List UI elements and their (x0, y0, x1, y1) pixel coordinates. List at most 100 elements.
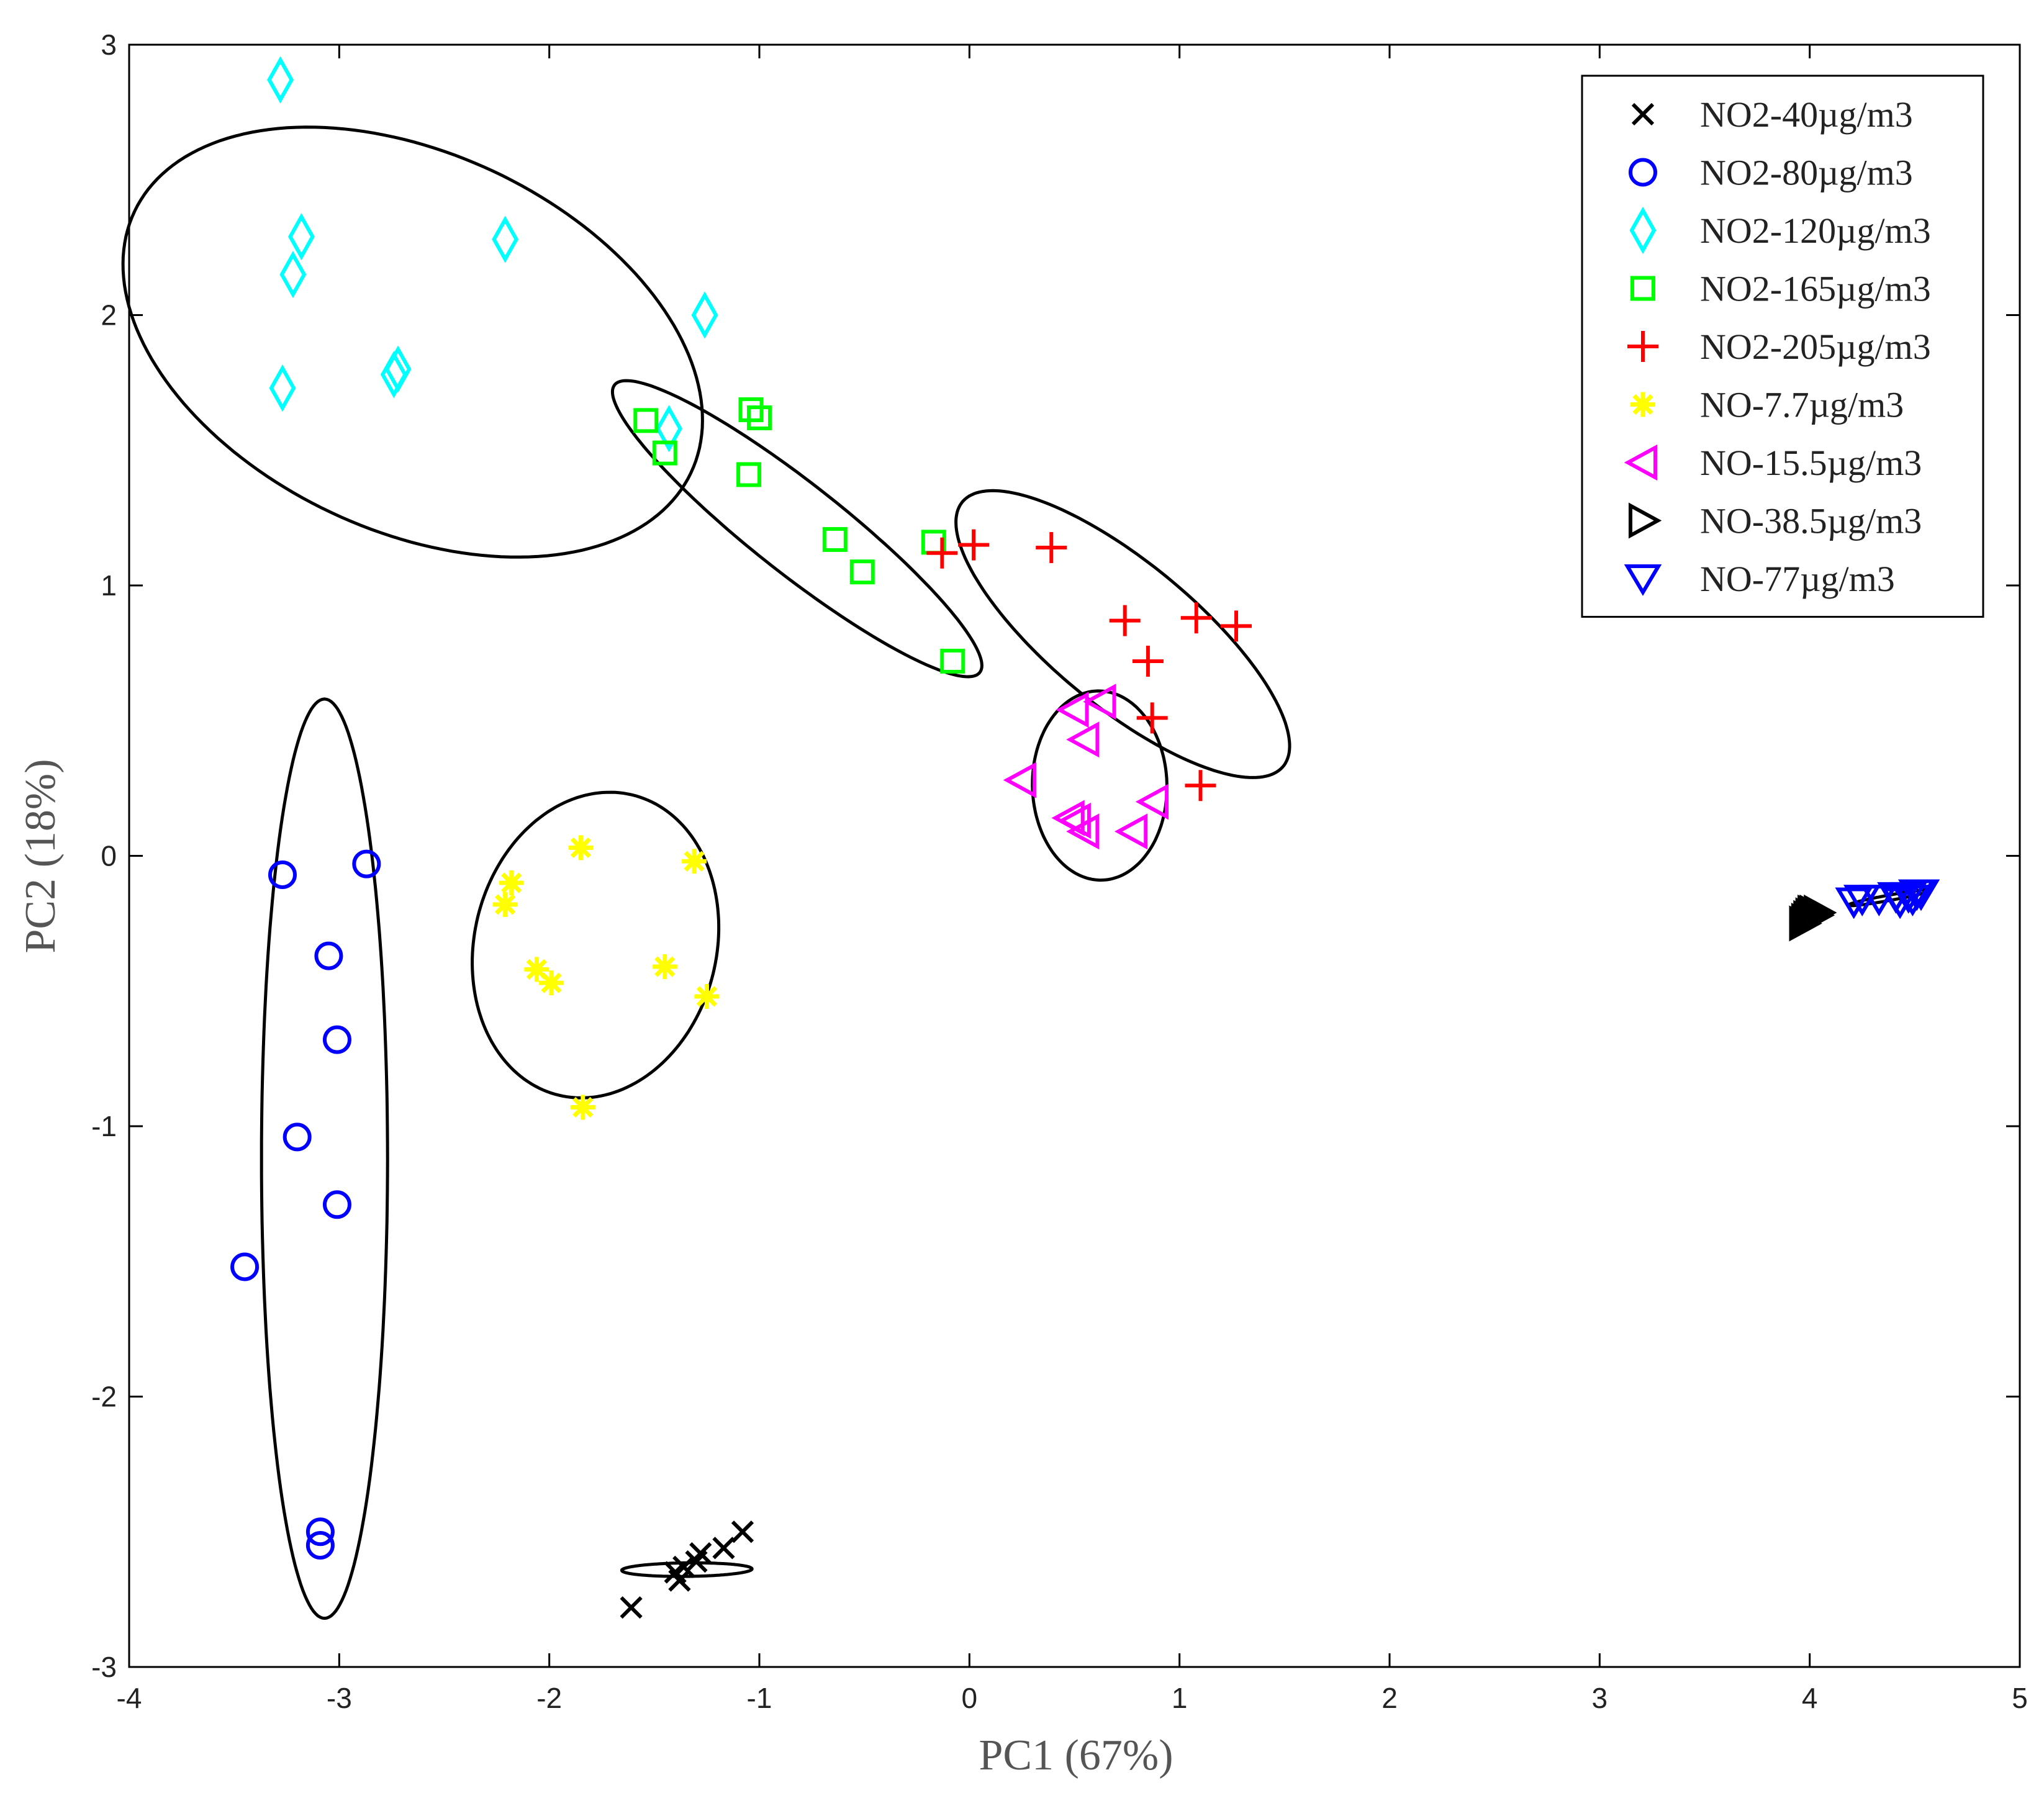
data-point (1114, 813, 1148, 850)
x-tick-label: 2 (1382, 1682, 1398, 1714)
data-point (633, 408, 659, 433)
data-point (926, 537, 958, 569)
y-axis-title: PC2 (18%) (17, 759, 65, 953)
data-point (712, 1537, 735, 1560)
data-point (287, 213, 315, 261)
data-point (1066, 721, 1100, 758)
data-point (736, 462, 762, 487)
y-tick-label: 2 (101, 299, 117, 332)
legend-label: NO2-80µg/m3 (1700, 153, 1913, 193)
data-point (305, 1531, 335, 1560)
x-tick-label: 5 (2012, 1682, 2028, 1714)
data-point (279, 251, 307, 299)
data-point (568, 835, 594, 860)
data-point (1221, 610, 1252, 642)
data-point (352, 849, 381, 878)
data-point (849, 559, 875, 585)
series-4 (926, 529, 1252, 802)
legend-marker (1629, 158, 1657, 187)
series-7 (1789, 894, 1837, 942)
data-point (1056, 692, 1089, 728)
data-point (656, 405, 682, 453)
data-point (1180, 602, 1212, 634)
data-point (1132, 645, 1164, 677)
x-tick-label: -3 (327, 1682, 352, 1714)
data-point (230, 1252, 260, 1281)
data-point (940, 648, 965, 674)
data-point (570, 1095, 595, 1120)
cluster-ellipse-0 (620, 1561, 754, 1578)
data-point (738, 397, 764, 422)
x-tick-label: 3 (1592, 1682, 1608, 1714)
legend-label: NO-38.5µg/m3 (1700, 501, 1922, 541)
data-point (322, 1190, 351, 1219)
cluster-ellipse-2 (121, 125, 704, 559)
data-point (314, 941, 343, 970)
legend: NO2-40µg/m3 NO2-80µg/m3 NO2-120µg/m3 NO2-16… (1581, 75, 1984, 618)
y-tick-label: 0 (101, 840, 117, 872)
legend-label: NO-15.5µg/m3 (1700, 443, 1922, 483)
data-point (822, 526, 848, 552)
data-point (652, 954, 677, 980)
x-tick-label: -2 (536, 1682, 562, 1714)
data-point (1136, 702, 1168, 734)
cluster-ellipse-1 (260, 697, 389, 1620)
data-point (682, 849, 707, 874)
data-point (668, 1569, 691, 1592)
legend-label: NO2-205µg/m3 (1700, 327, 1931, 367)
series-6 (1003, 684, 1169, 850)
data-point (305, 1517, 335, 1547)
legend-marker (1630, 276, 1655, 301)
data-point (691, 291, 718, 339)
data-point (1804, 894, 1837, 931)
y-tick-label: -3 (91, 1651, 117, 1683)
y-tick-label: 1 (101, 569, 117, 602)
data-point (620, 1596, 643, 1619)
series-1 (230, 849, 381, 1560)
data-point (1185, 770, 1216, 802)
legend-label: NO-77µg/m3 (1700, 559, 1895, 599)
data-point (1036, 532, 1067, 564)
data-point (384, 345, 412, 393)
data-point (1066, 813, 1100, 850)
data-point (268, 860, 297, 889)
data-point (1902, 879, 1940, 911)
data-point (731, 1520, 754, 1543)
data-point (1135, 784, 1169, 820)
legend-label: NO2-40µg/m3 (1700, 94, 1913, 135)
data-point (322, 1025, 351, 1054)
data-point (1003, 762, 1036, 798)
cluster-ellipse-3 (610, 379, 984, 679)
data-point (747, 405, 772, 430)
data-point (694, 983, 720, 1009)
x-tick-label: 1 (1172, 1682, 1188, 1714)
y-tick-label: -1 (91, 1110, 117, 1142)
legend-marker (1631, 102, 1655, 126)
data-point (1083, 684, 1116, 720)
legend-marker (1630, 392, 1655, 417)
data-point (672, 1555, 695, 1578)
data-point (499, 870, 524, 896)
x-tick-label: 0 (962, 1682, 978, 1714)
series-8 (1835, 879, 1940, 919)
data-point (283, 1122, 312, 1152)
cluster-ellipse-4 (954, 489, 1291, 779)
y-tick-label: -2 (91, 1381, 117, 1413)
data-points (230, 56, 1940, 1619)
data-point (524, 957, 549, 982)
x-tick-label: -4 (117, 1682, 142, 1714)
data-point (492, 215, 519, 263)
legend-label: NO2-165µg/m3 (1700, 269, 1931, 309)
legend-marker (1624, 444, 1657, 481)
y-tick-label: 3 (101, 29, 117, 61)
legend-label: NO2-120µg/m3 (1700, 210, 1931, 251)
data-point (1860, 885, 1898, 917)
data-point (1835, 887, 1873, 919)
series-5 (492, 835, 720, 1120)
legend-marker (1629, 206, 1657, 255)
data-point (1109, 605, 1141, 636)
data-point (492, 892, 518, 917)
data-point (267, 56, 294, 104)
